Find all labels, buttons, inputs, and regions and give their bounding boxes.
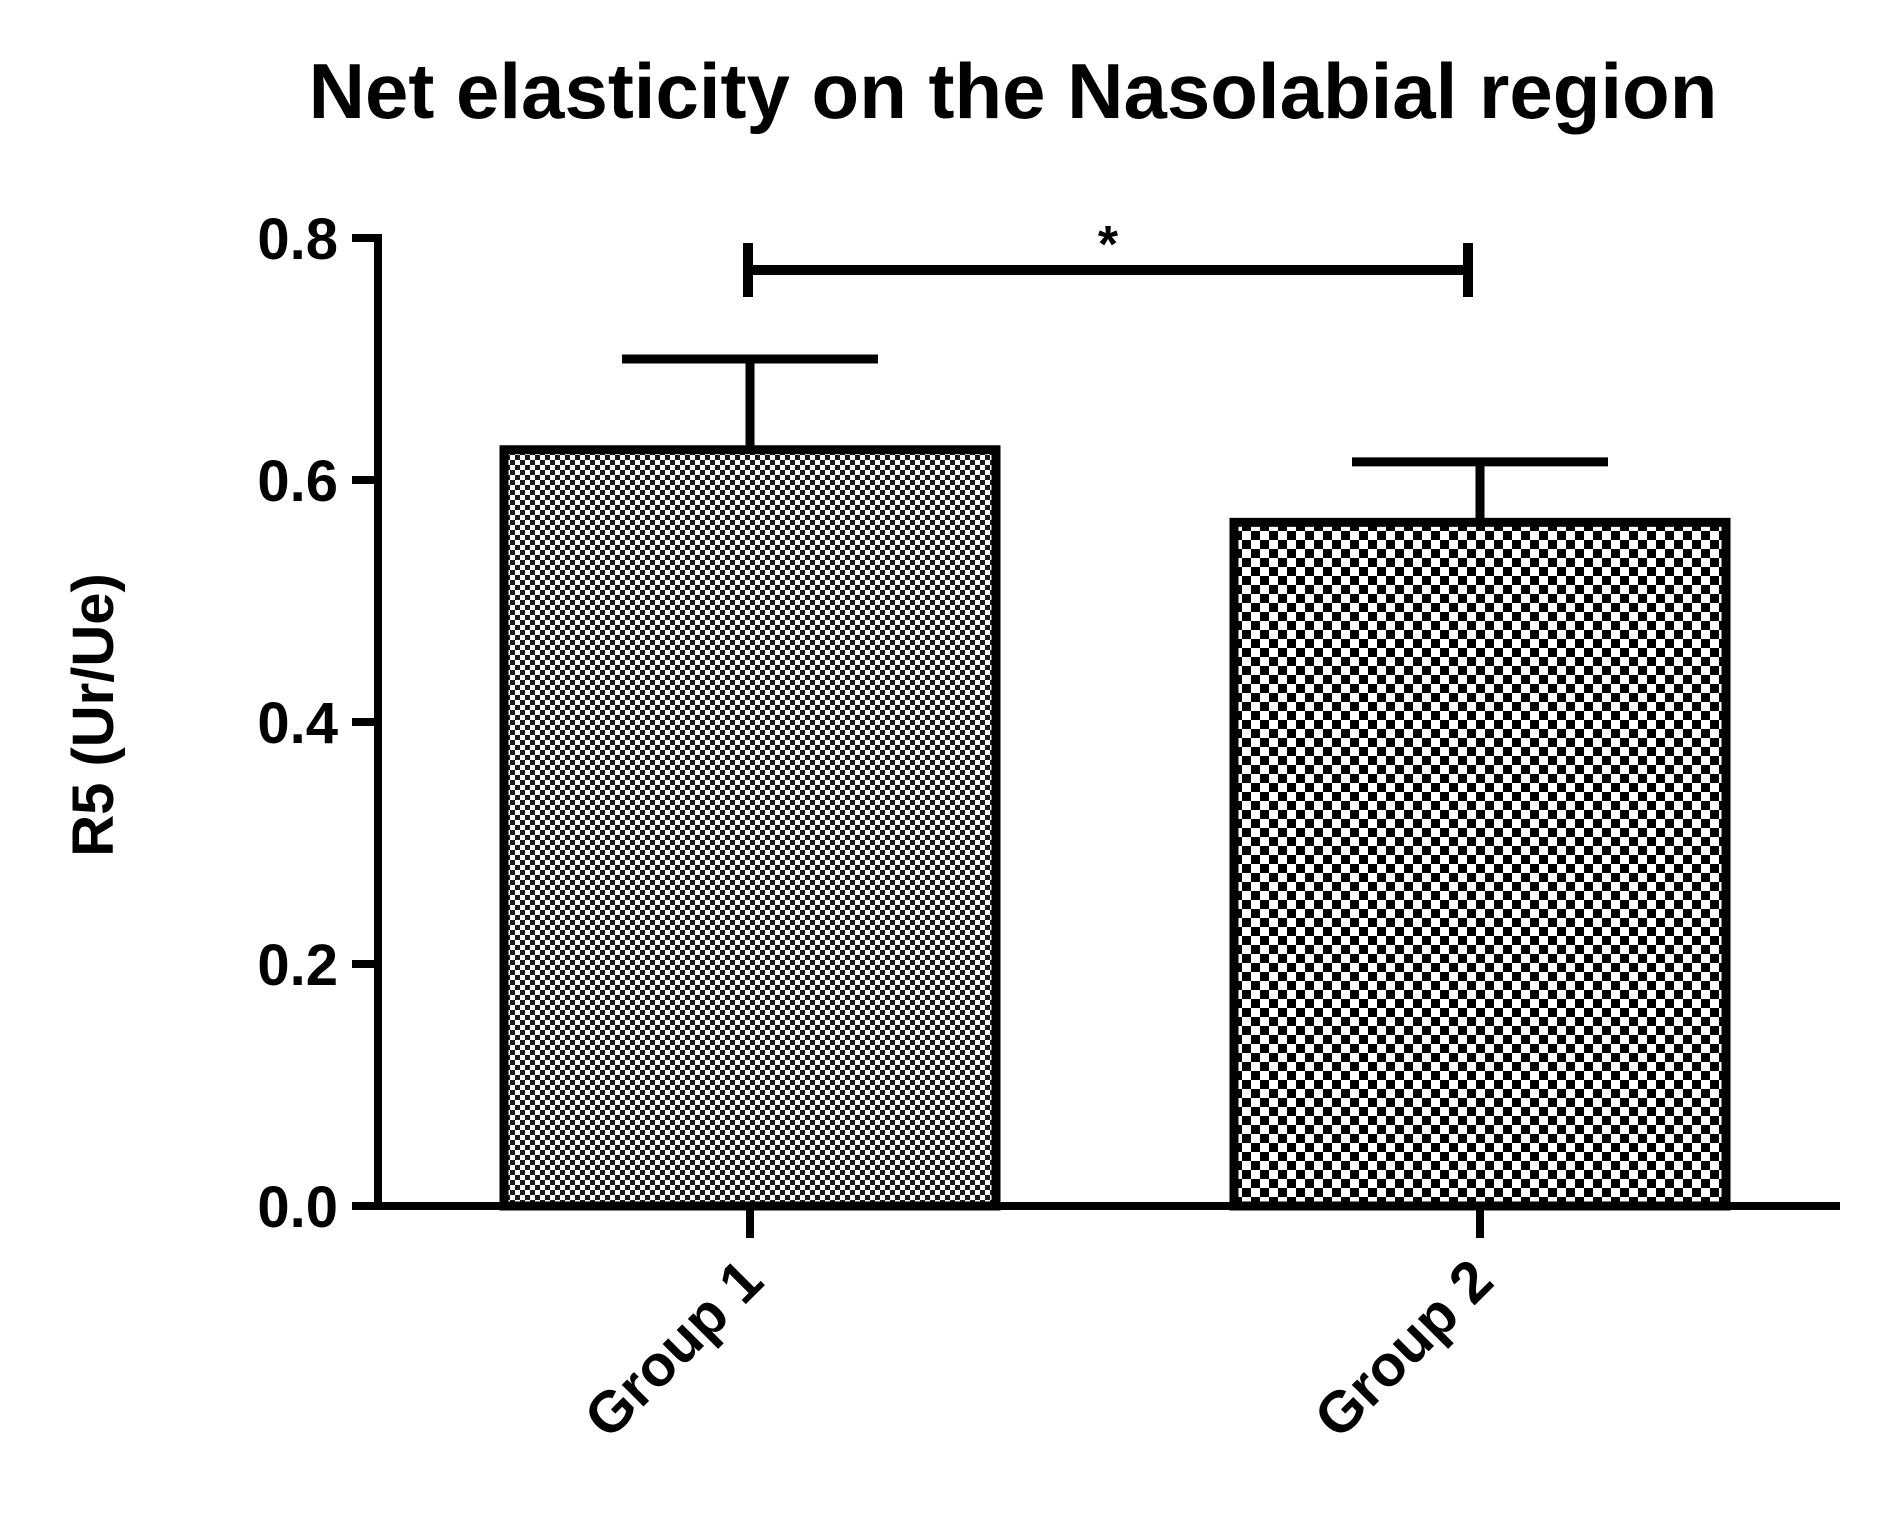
y-tick-label: 0.2 [257, 933, 338, 998]
x-tick-label: Group 2 [1302, 1247, 1505, 1450]
bar-2 [1229, 517, 1731, 1211]
chart-title: Net elasticity on the Nasolabial region [309, 47, 1718, 135]
y-tick-label: 0.6 [257, 449, 338, 514]
y-axis-label: R5 (Ur/Ue) [61, 573, 126, 857]
y-tick-label: 0.4 [257, 691, 338, 756]
significance-marker: * [1098, 216, 1119, 274]
x-tick-label: Group 1 [572, 1247, 775, 1450]
bar-1 [499, 445, 1001, 1211]
y-tick-label: 0.8 [257, 207, 338, 272]
plot-area: 0.0 0.2 0.4 0.6 0.8 Group 1 Group 2 * [257, 207, 1840, 1450]
y-tick-label: 0.0 [257, 1175, 338, 1240]
